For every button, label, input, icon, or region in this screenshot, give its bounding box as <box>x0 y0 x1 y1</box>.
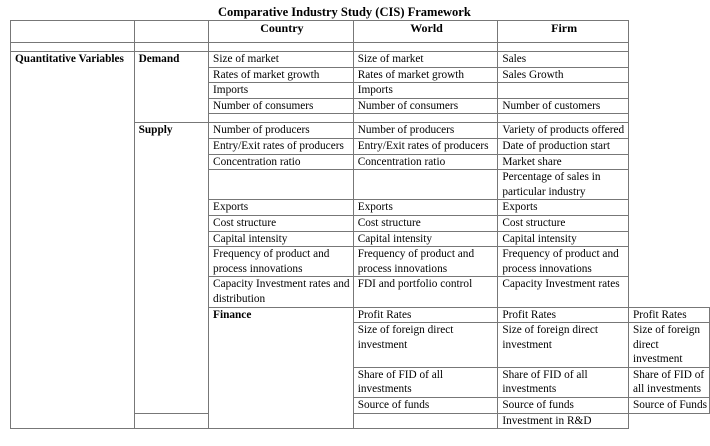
table-cell: Cost structure <box>497 214 629 232</box>
table-row: Capacity Investment rates and distributi… <box>11 276 710 308</box>
table-cell: Frequency of product and process innovat… <box>352 246 499 278</box>
table-cell: Imports <box>208 82 354 99</box>
group-label-finance: Finance <box>208 306 354 430</box>
table-row: Percentage of sales in particular indust… <box>11 169 710 201</box>
table-cell: Size of foreign direct investment <box>352 322 499 368</box>
table-cell: Profit Rates <box>352 306 499 324</box>
table-row: Investment in R&D <box>11 412 710 430</box>
column-header-firm: Firm <box>497 20 629 43</box>
header-row: Country World Firm <box>10 20 710 43</box>
table-cell: Number of consumers <box>352 97 499 115</box>
table-cell: Source of funds <box>352 397 499 414</box>
spacer-cell <box>208 42 354 52</box>
spacer-cell <box>497 42 629 52</box>
spacer-cell <box>208 113 354 124</box>
table-cell: Concentration ratio <box>352 153 499 171</box>
table-cell: Sales Growth <box>497 66 629 84</box>
table-cell: Frequency of product and process innovat… <box>208 246 354 278</box>
table-cell: Frequency of product and process innovat… <box>497 246 629 278</box>
column-header-world: World <box>352 20 499 43</box>
table-cell: Entry/Exit rates of producers <box>352 137 499 155</box>
table-cell: Size of market <box>208 51 354 68</box>
table-cell: Share of FID of all investments <box>627 366 710 399</box>
table-cell: FDI and portfolio control <box>352 276 499 308</box>
table-cell: Profit Rates <box>497 306 629 324</box>
table-cell: Variety of products offered <box>497 122 629 139</box>
table-cell: Share of FID of all investments <box>497 366 629 399</box>
table-cell: Entry/Exit rates of producers <box>208 137 354 155</box>
table-cell: Rates of market growth <box>208 66 354 84</box>
table-cell <box>352 412 499 430</box>
table-row: Supply Number of producers Number of pro… <box>11 122 710 414</box>
table-cell <box>208 169 354 201</box>
table-cell: Size of market <box>352 51 499 68</box>
table-cell <box>133 412 210 430</box>
table-cell: Exports <box>208 199 354 216</box>
spacer-row <box>11 113 710 124</box>
table-cell: Source of Funds <box>627 397 710 414</box>
table-cell: Size of foreign direct investment <box>497 322 629 368</box>
table-row: Exports Exports Exports <box>11 199 710 216</box>
spacer-cell <box>133 42 210 52</box>
table-cell: Profit Rates <box>627 306 710 324</box>
table-cell: Source of funds <box>497 397 629 414</box>
group-header-cell <box>133 20 210 43</box>
table-cell: Capital intensity <box>352 230 499 248</box>
table-cell: Investment in R&D <box>497 412 629 430</box>
table-cell <box>497 82 629 99</box>
table-cell: Exports <box>497 199 629 216</box>
table-cell: Date of production start <box>497 137 629 155</box>
table-cell: Capacity Investment rates <box>497 276 629 308</box>
table-cell: Number of producers <box>208 122 354 139</box>
table-cell: Capital intensity <box>208 230 354 248</box>
table-cell: Number of producers <box>352 122 499 139</box>
row-label-quantitative-variables: Quantitative Variables <box>10 50 135 430</box>
table-row: Entry/Exit rates of producers Entry/Exit… <box>11 137 710 155</box>
table-cell: Number of consumers <box>208 97 354 115</box>
table-cell: Capital intensity <box>497 230 629 248</box>
table-cell: Concentration ratio <box>208 153 354 171</box>
spacer-cell <box>497 113 629 124</box>
table-cell: Imports <box>352 82 499 99</box>
table-row: Frequency of product and process innovat… <box>11 246 710 278</box>
table-row: Quantitative Variables Demand Size of ma… <box>10 50 710 430</box>
table-cell: Cost structure <box>352 214 499 232</box>
table-cell: Percentage of sales in particular indust… <box>497 169 629 201</box>
table-cell: Sales <box>497 51 629 68</box>
table-row: Finance Profit Rates Profit Rates Profit… <box>11 306 710 430</box>
table-cell: Rates of market growth <box>352 66 499 84</box>
table-cell: Number of customers <box>497 97 629 115</box>
table-cell: Share of FID of all investments <box>352 366 499 399</box>
group-label-supply: Supply <box>133 122 210 414</box>
table-row: Source of funds Source of funds Source o… <box>11 397 710 414</box>
table-cell: Market share <box>497 153 629 171</box>
group-label-demand: Demand <box>133 50 210 124</box>
cis-framework-table: Country World Firm Quantitative Variable… <box>10 20 710 430</box>
table-row: Number of consumers Number of consumers … <box>11 97 710 115</box>
column-header-country: Country <box>208 20 354 43</box>
corner-cell <box>10 20 135 43</box>
table-row: Imports Imports <box>11 82 710 99</box>
table-row: Size of foreign direct investment Size o… <box>11 322 710 368</box>
table-cell <box>352 169 499 201</box>
table-cell: Cost structure <box>208 214 354 232</box>
table-cell: Exports <box>352 199 499 216</box>
table-cell: Capacity Investment rates and distributi… <box>208 276 354 308</box>
table-cell: Size of foreign direct investment <box>627 322 710 368</box>
spacer-cell <box>352 113 499 124</box>
spacer-cell <box>352 42 499 52</box>
spacer-row <box>10 42 710 52</box>
spacer-cell <box>10 42 135 52</box>
table-row: Concentration ratio Concentration ratio … <box>11 153 710 171</box>
table-row: Share of FID of all investments Share of… <box>11 366 710 399</box>
table-title: Comparative Industry Study (CIS) Framewo… <box>218 5 471 19</box>
